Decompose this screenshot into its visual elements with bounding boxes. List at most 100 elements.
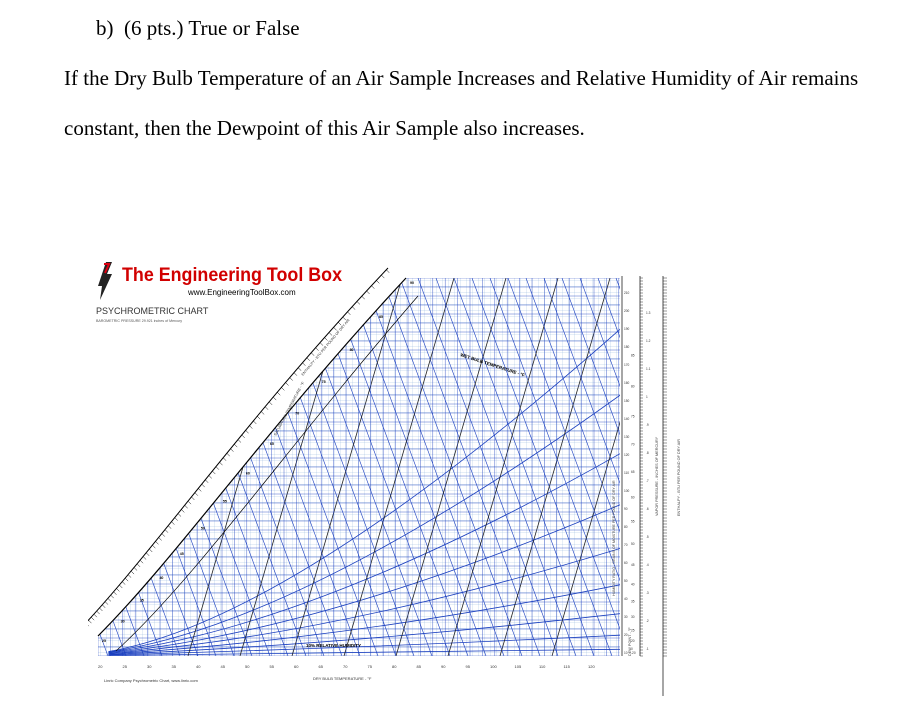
vapor-pressure-tick: 1.1 xyxy=(646,367,651,371)
dew-point-tick: 40 xyxy=(631,582,635,586)
chart-subtitle: BAROMETRIC PRESSURE 29.921 inches of Mer… xyxy=(96,319,182,323)
humidity-ratio-tick: 90 xyxy=(624,507,628,511)
dew-point-tick: 75 xyxy=(631,414,635,418)
dew-point-tick: 55 xyxy=(631,520,635,524)
humidity-ratio-tick: 150 xyxy=(624,399,630,403)
dry-bulb-tick: 95 xyxy=(466,664,471,669)
dew-point-tick: 20 xyxy=(631,639,635,643)
dry-bulb-tick-labels: 20 25 30 35 40 45 50 55 60 65 70 75 80 85 90 95 100 105 11… xyxy=(98,281,595,669)
humidity-ratio-tick: 210 xyxy=(624,291,630,295)
dew-point-tick: 60 xyxy=(631,495,635,499)
saturation-tick: 85 xyxy=(379,315,383,319)
vapor-pressure-tick: .6 xyxy=(646,507,649,511)
humidity-ratio-tick: 140 xyxy=(624,417,630,421)
saturation-tick: 80 xyxy=(350,348,354,352)
dry-bulb-tick: 75 xyxy=(368,664,373,669)
chart-title: PSYCHROMETRIC CHART xyxy=(96,306,209,316)
saturation-tick: 45 xyxy=(180,552,184,556)
dew-point-tick: 25 xyxy=(631,628,635,632)
humidity-ratio-tick: 160 xyxy=(624,381,630,385)
enthalpy-scale xyxy=(88,267,419,652)
dry-bulb-axis-label: DRY BULB TEMPERATURE - °F xyxy=(313,676,372,681)
question-text-line-2: constant, then the Dewpoint of this Air … xyxy=(64,116,585,140)
dry-bulb-tick: 65 xyxy=(319,664,324,669)
dry-bulb-tick: 25 xyxy=(123,664,128,669)
dew-point-tick: 65 xyxy=(631,470,635,474)
dry-bulb-tick: 60 xyxy=(294,664,299,669)
question-heading: b) (6 pts.) True or False xyxy=(96,16,300,41)
humidity-ratio-tick: 120 xyxy=(624,453,630,457)
saturation-tick: 30 xyxy=(121,620,125,624)
dry-bulb-tick: 70 xyxy=(343,664,348,669)
right-scales: 1020304050607080901001101201301401501601… xyxy=(621,276,667,696)
dry-bulb-tick: 40 xyxy=(196,664,201,669)
saturation-tick: 50 xyxy=(201,526,205,530)
dew-point-tick: 30 xyxy=(631,615,635,619)
saturation-tick: 90 xyxy=(410,281,414,285)
brand-logo xyxy=(98,262,112,300)
humidity-ratio-tick: 200 xyxy=(624,309,630,313)
humidity-ratio-tick: 30 xyxy=(624,615,628,619)
humidity-ratio-tick: 180 xyxy=(624,345,630,349)
vapor-pressure-tick: .5 xyxy=(646,535,649,539)
humidity-ratio-tick: 170 xyxy=(624,363,630,367)
humidity-ratio-tick: 190 xyxy=(624,327,630,331)
saturation-tick: 70 xyxy=(295,412,299,416)
dew-point-tick: 80 xyxy=(631,384,635,388)
dew-point-tick: -20 xyxy=(631,651,636,655)
humidity-ratio-tick: 40 xyxy=(624,597,628,601)
humidity-ratio-tick: 50 xyxy=(624,579,628,583)
dry-bulb-tick: 85 xyxy=(417,664,422,669)
saturation-tick: 60 xyxy=(246,471,250,475)
saturation-tick: 40 xyxy=(159,576,163,580)
chart-body xyxy=(98,278,620,656)
chart-footer: Linric Company Psychrometric Chart, www.… xyxy=(104,678,198,683)
dry-bulb-tick: 45 xyxy=(221,664,226,669)
vapor-pressure-tick: .2 xyxy=(646,619,649,623)
dew-point-tick: 70 xyxy=(631,443,635,447)
humidity-ratio-tick: 20 xyxy=(624,633,628,637)
brand-url: www.EngineeringToolBox.com xyxy=(187,288,296,297)
question-points: (6 pts.) True or False xyxy=(124,16,300,40)
humidity-ratio-tick: 10 xyxy=(624,651,628,655)
vapor-pressure-tick: .8 xyxy=(646,451,649,455)
vapor-pressure-tick: .3 xyxy=(646,591,649,595)
vapor-pressure-tick: 1.3 xyxy=(646,311,651,315)
dry-bulb-tick: 110 xyxy=(539,664,546,669)
question-label: b) xyxy=(96,16,114,40)
psychrometric-chart-figure: The Engineering Tool Box www.Engineering… xyxy=(88,262,681,696)
dry-bulb-tick: 35 xyxy=(172,664,177,669)
dew-point-tick: 35 xyxy=(631,600,635,604)
saturation-tick: 75 xyxy=(322,380,326,384)
humidity-ratio-tick: 110 xyxy=(624,471,629,475)
humidity-ratio-tick: 100 xyxy=(624,489,630,493)
dry-bulb-tick: 105 xyxy=(515,664,522,669)
vapor-pressure-axis-label: VAPOR PRESSURE - INCHES OF MERCURY xyxy=(655,436,659,516)
humidity-ratio-axis-label: HUMIDITY RATIO - GRAINS OF MOISTURE PER … xyxy=(612,480,616,596)
dew-point-tick: 85 xyxy=(631,353,635,357)
vapor-pressure-tick: 1 xyxy=(646,395,648,399)
humidity-ratio-tick: 80 xyxy=(624,525,628,529)
humidity-ratio-tick: 60 xyxy=(624,561,628,565)
vapor-pressure-tick: 1.2 xyxy=(646,339,651,343)
dry-bulb-tick: 100 xyxy=(490,664,497,669)
dew-point-axis-label: DEW POINT - °F xyxy=(628,627,632,656)
vapor-pressure-tick: .7 xyxy=(646,479,649,483)
dew-point-tick: 0 xyxy=(631,647,633,651)
dry-bulb-tick: 55 xyxy=(270,664,275,669)
vapor-pressure-tick: .9 xyxy=(646,423,649,427)
vapor-pressure-tick: .4 xyxy=(646,563,649,567)
dry-bulb-tick: 115 xyxy=(564,664,571,669)
brand-name: The Engineering Tool Box xyxy=(122,265,342,286)
saturation-tick: 35 xyxy=(140,599,144,603)
question-text-line-1: If the Dry Bulb Temperature of an Air Sa… xyxy=(64,66,859,90)
humidity-ratio-tick: 70 xyxy=(624,543,628,547)
humidity-ratio-tick: 130 xyxy=(624,435,630,439)
saturation-curve xyxy=(97,277,407,637)
dry-bulb-tick: 30 xyxy=(147,664,152,669)
dry-bulb-tick: 50 xyxy=(245,664,250,669)
dry-bulb-tick: 20 xyxy=(98,664,103,669)
saturation-tick: 65 xyxy=(270,442,274,446)
saturation-tick: 25 xyxy=(102,639,106,643)
dry-bulb-tick: 80 xyxy=(392,664,397,669)
